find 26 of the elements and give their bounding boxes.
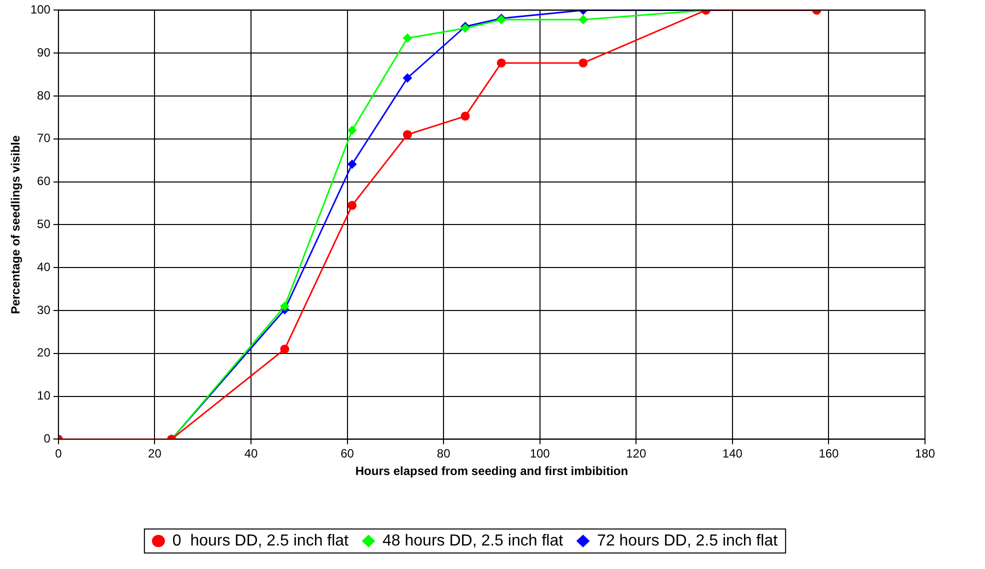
legend-label: 72 hours DD, 2.5 inch flat — [597, 532, 778, 550]
y-tick-label: 10 — [37, 388, 51, 403]
y-tick-label: 30 — [37, 302, 51, 317]
x-tick-label: 140 — [722, 446, 743, 461]
x-tick-label: 0 — [55, 446, 62, 461]
y-tick-label: 20 — [37, 346, 51, 360]
y-tick-label: 0 — [44, 432, 51, 446]
legend-label: 0 hours DD, 2.5 inch flat — [172, 532, 350, 550]
y-tick-label: 90 — [37, 45, 51, 60]
x-tick-label: 120 — [626, 446, 646, 461]
x-tick-label: 20 — [148, 446, 162, 461]
x-tick-label: 60 — [340, 446, 354, 461]
y-tick-label: 40 — [37, 260, 51, 274]
x-tick-label: 160 — [818, 446, 840, 461]
x-axis-title: Hours elapsed from seeding and first imbibition — [355, 464, 628, 478]
x-tick-label: 40 — [244, 446, 258, 461]
x-tick-label: 80 — [436, 446, 451, 461]
y-tick-label: 60 — [37, 174, 51, 188]
y-tick-label: 70 — [37, 131, 51, 146]
x-tick-label: 180 — [914, 446, 936, 461]
y-tick-label: 80 — [37, 88, 51, 102]
y-tick-label: 50 — [37, 217, 51, 232]
legend-label: 48 hours DD, 2.5 inch flat — [382, 532, 564, 550]
y-axis-title: Percentage of seedlings visible — [8, 135, 23, 314]
x-tick-label: 100 — [530, 446, 550, 461]
y-tick-label: 100 — [30, 2, 51, 17]
